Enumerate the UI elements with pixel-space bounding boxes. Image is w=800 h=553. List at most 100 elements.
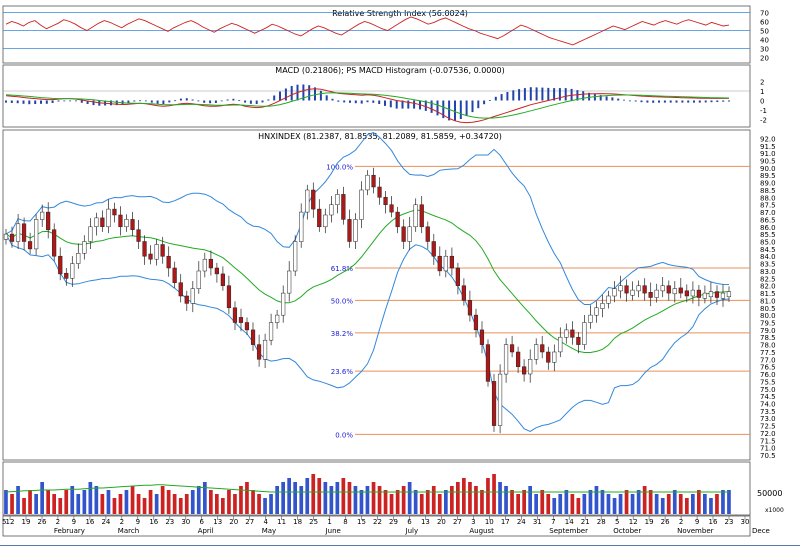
- fibonacci-level-label: 38.2%: [331, 330, 354, 338]
- volume-bar: [359, 490, 364, 514]
- macd-histogram-bar: [209, 100, 212, 104]
- macd-histogram-bar: [395, 100, 398, 109]
- price-tick-label: 86.0: [760, 224, 776, 232]
- x-axis-day-label: 11: [277, 518, 286, 526]
- volume-bar: [209, 490, 213, 514]
- price-tick-label: 81.5: [760, 290, 776, 298]
- x-axis-month-label: July: [405, 527, 419, 535]
- candle-body: [720, 292, 726, 299]
- macd-histogram-bar: [728, 100, 730, 102]
- macd-histogram-bar: [40, 100, 42, 104]
- x-axis-day-label: 31: [533, 518, 542, 526]
- candle-body: [142, 241, 147, 257]
- macd-histogram-bar: [553, 88, 556, 101]
- volume-bar: [166, 490, 171, 514]
- candle-body: [3, 233, 9, 240]
- volume-bar: [287, 478, 291, 514]
- macd-histogram-bar: [576, 90, 579, 101]
- x-axis-day-label: 12: [6, 518, 15, 526]
- volume-bar: [600, 490, 605, 514]
- bollinger-upper-band: [5, 132, 730, 305]
- macd-histogram-bar: [34, 100, 37, 104]
- macd-histogram-bar: [704, 100, 707, 103]
- volume-multiplier-label: x1000: [765, 507, 784, 514]
- candle-body: [100, 217, 105, 227]
- x-axis-day-label: 26: [661, 518, 670, 526]
- price-tick-label: 81.0: [760, 297, 776, 305]
- candle-body: [377, 186, 382, 198]
- volume-bar: [215, 494, 219, 514]
- x-axis: 5 Dece 12 19 26 2 9 16 24 2 9 16 23 30 6 13 20 27 4 11 18 2…: [2, 515, 770, 537]
- volume-bar: [642, 486, 647, 514]
- candle-body: [58, 255, 63, 275]
- rsi-tick-label: 50: [760, 28, 769, 36]
- macd-histogram-bar: [640, 100, 643, 103]
- price-tick-label: 87.0: [760, 209, 776, 217]
- candle-body: [256, 344, 262, 360]
- price-tick-label: 75.0: [760, 386, 776, 394]
- candle-body: [52, 229, 57, 257]
- price-tick-label: 73.0: [760, 415, 776, 423]
- volume-bar: [353, 486, 358, 514]
- macd-histogram-bar: [349, 100, 351, 103]
- macd-tick-label: 2: [760, 79, 764, 87]
- price-tick-label: 85.5: [760, 231, 776, 239]
- macd-histogram-bar: [413, 100, 416, 109]
- volume-bar: [46, 490, 50, 514]
- candle-body: [112, 208, 117, 216]
- macd-histogram-bar: [139, 100, 142, 102]
- volume-bar: [76, 494, 81, 514]
- price-frame: [2, 129, 751, 461]
- candle-body: [582, 322, 587, 345]
- macd-histogram-bar: [722, 100, 725, 102]
- candle-body: [419, 204, 424, 228]
- macd-histogram-bar: [150, 100, 153, 103]
- price-tick-label: 80.5: [760, 305, 776, 313]
- x-axis-day-label: 29: [389, 518, 398, 526]
- x-axis-day-label: 30: [741, 518, 750, 526]
- macd-histogram-bar: [483, 100, 486, 105]
- candle-body: [160, 244, 165, 257]
- x-axis-day-label: 30: [181, 518, 190, 526]
- candle-body: [365, 174, 370, 191]
- x-axis-day-label: 18: [293, 518, 302, 526]
- volume-bar: [504, 486, 508, 514]
- candle-body: [528, 359, 533, 375]
- macd-histogram-bar: [366, 100, 369, 103]
- x-axis-day-label: 24: [101, 518, 110, 526]
- candle-body: [588, 314, 593, 323]
- volume-bar: [480, 490, 484, 514]
- candle-body: [305, 189, 310, 213]
- price-tick-label: 83.5: [760, 261, 776, 269]
- macd-histogram-bar: [360, 100, 363, 104]
- macd-histogram-bar: [687, 100, 690, 103]
- macd-histogram-bar: [669, 100, 672, 103]
- x-axis-day-label: 9: [136, 518, 140, 526]
- volume-bar: [94, 486, 99, 514]
- macd-histogram-bar: [384, 100, 386, 106]
- candle-body: [341, 194, 346, 220]
- volume-bar: [221, 498, 225, 514]
- x-axis-day-label: 5: [615, 518, 619, 526]
- candle-body: [262, 339, 268, 360]
- candle-body: [335, 194, 340, 205]
- price-tick-label: 92.0: [760, 135, 776, 143]
- volume-bar: [16, 486, 20, 514]
- macd-histogram-bar: [523, 88, 526, 101]
- price-tick-label: 80.0: [760, 312, 776, 320]
- volume-panel: 50000 x1000: [2, 461, 784, 516]
- macd-histogram-bar: [220, 100, 223, 102]
- volume-bar: [239, 486, 243, 514]
- candle-body: [491, 381, 497, 426]
- candle-body: [516, 351, 521, 367]
- x-axis-day-label: 19: [22, 518, 31, 526]
- candle-body: [238, 317, 244, 323]
- rsi-title: Relative Strength Index (56.0024): [332, 9, 468, 18]
- macd-histogram-bar: [75, 100, 77, 102]
- volume-bar: [468, 482, 472, 514]
- fibonacci-level-label: 61.8%: [331, 265, 354, 273]
- candle-body: [690, 289, 695, 297]
- candle-body: [431, 241, 436, 257]
- macd-histogram-bar: [302, 84, 305, 101]
- macd-histogram-bar: [28, 100, 31, 105]
